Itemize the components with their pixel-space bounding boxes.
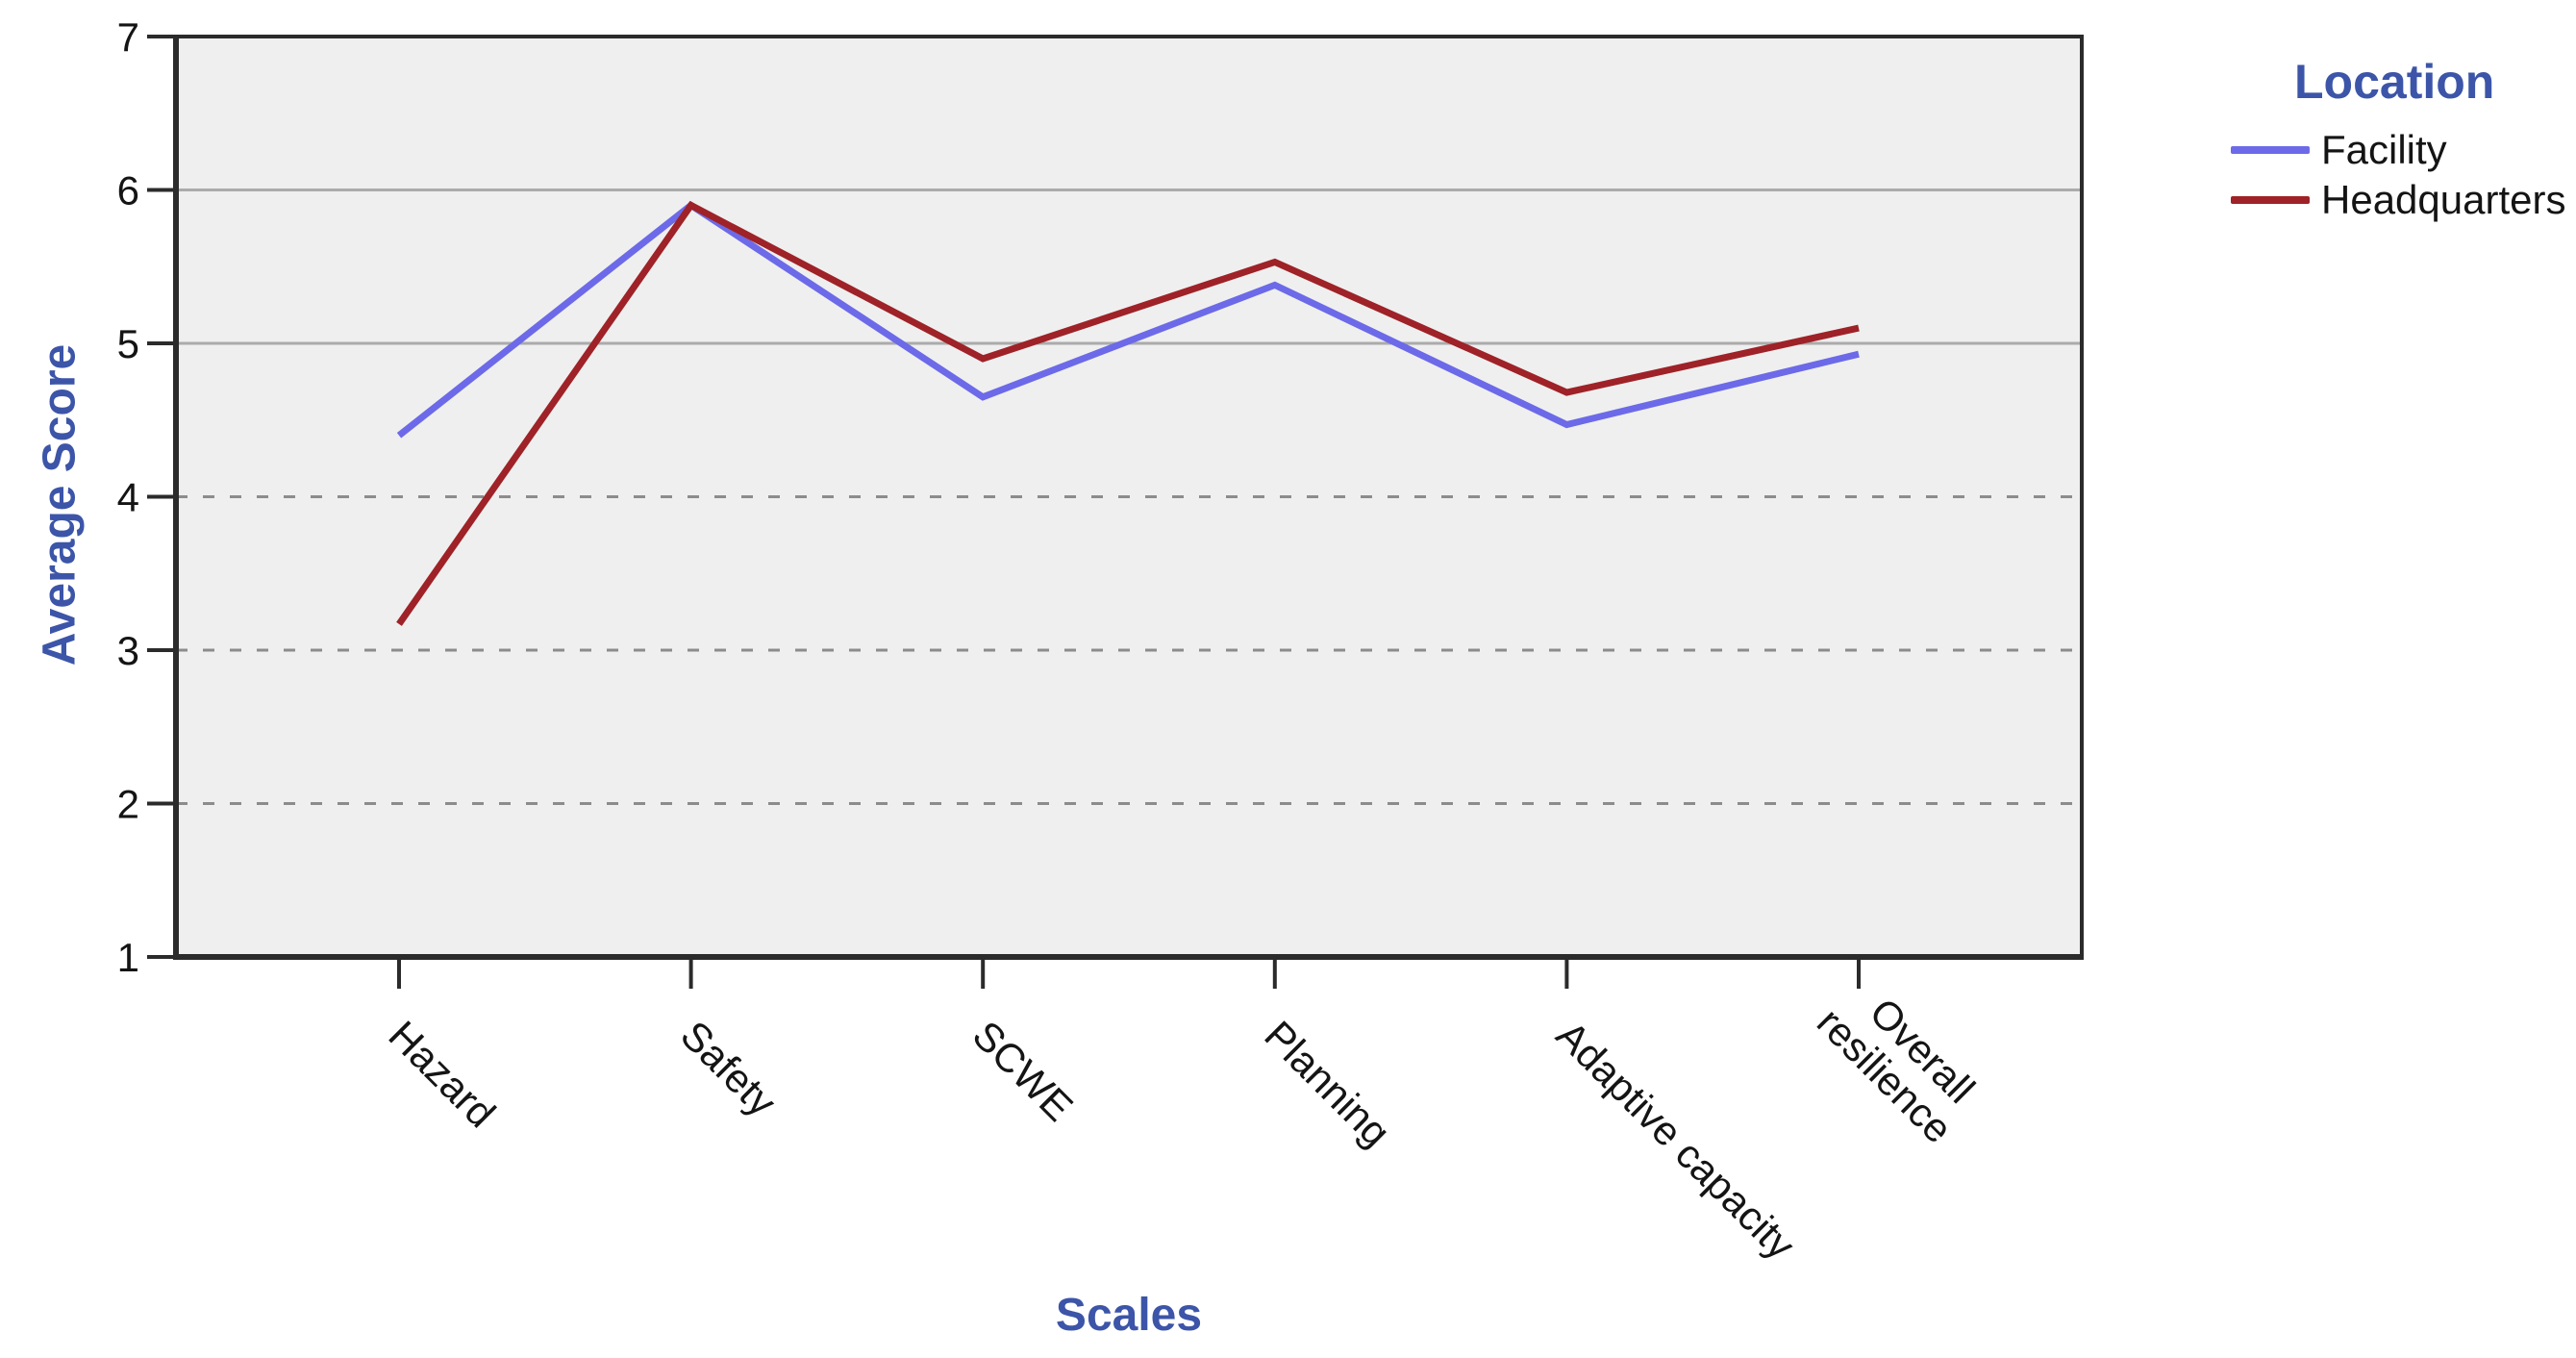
y-tick-label: 1 xyxy=(117,935,139,980)
y-tick-label: 2 xyxy=(117,782,139,827)
x-tick-label: Adaptive capacity xyxy=(1548,1013,1804,1269)
legend-title: Location xyxy=(2294,55,2495,109)
y-tick-label: 3 xyxy=(117,628,139,673)
series-line-headquarters xyxy=(396,200,1860,626)
headquarters-line-swatch xyxy=(2231,196,2310,204)
facility-line-swatch xyxy=(2231,146,2310,154)
x-tick-label: Hazard xyxy=(380,1013,504,1137)
y-tick-label: 6 xyxy=(117,168,139,214)
x-tick-label: Overallresilience xyxy=(1809,968,1992,1152)
legend-item-label: Facility xyxy=(2321,127,2447,172)
y-axis-title: Average Score xyxy=(34,343,86,666)
x-tick-label: Safety xyxy=(672,1013,785,1125)
y-tick-label: 7 xyxy=(117,14,139,60)
x-axis-title: Scales xyxy=(1055,1290,1203,1341)
y-tick-label: 5 xyxy=(117,321,139,366)
series-line-facility xyxy=(396,201,1860,439)
x-tick-label: SCWE xyxy=(963,1013,1081,1130)
legend-item-headquarters: Headquarters xyxy=(2231,175,2576,225)
legend-item-label: Headquarters xyxy=(2321,177,2566,222)
y-tick-label: 4 xyxy=(117,475,139,520)
legend: Location Facility Headquarters xyxy=(2231,54,2576,225)
x-tick-label: Planning xyxy=(1256,1013,1399,1156)
legend-item-facility: Facility xyxy=(2231,125,2576,175)
